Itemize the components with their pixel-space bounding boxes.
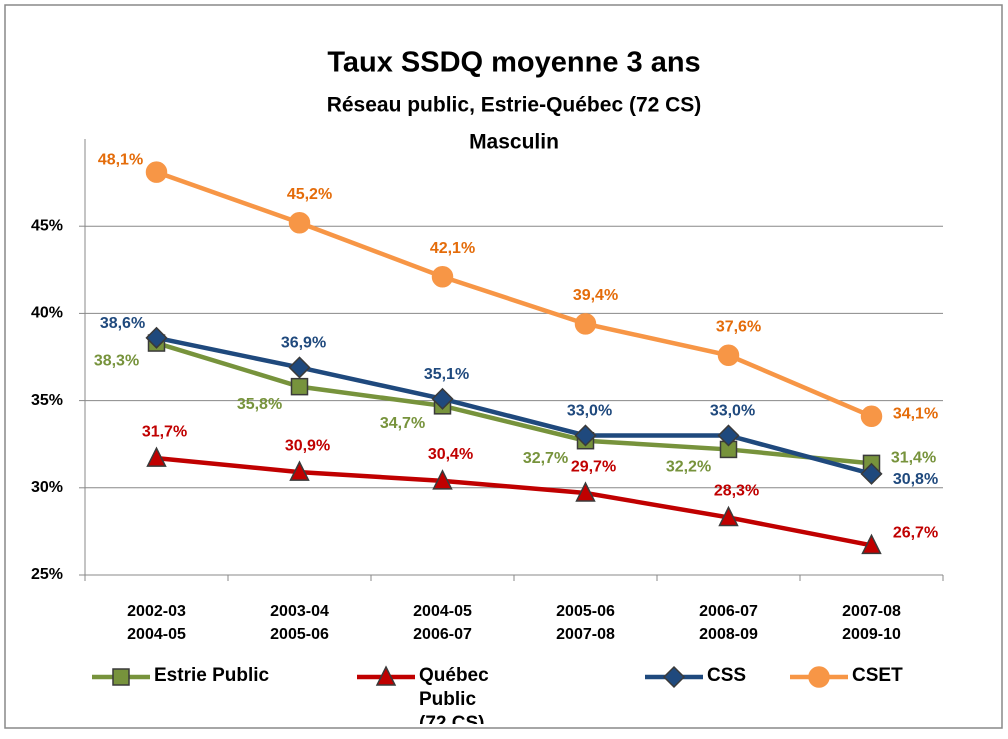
data-label: 31,7% [142, 423, 187, 440]
x-tick-label: 2005-06 [556, 603, 615, 620]
x-tick-label: 2006-07 [699, 603, 758, 620]
legend-item: Estrie Public [154, 665, 270, 686]
y-tick-label: 30% [31, 479, 63, 496]
legend-item: Québec Public (72 CS) [419, 665, 489, 724]
legend-label: Estrie Public [154, 665, 270, 686]
data-label: 35,1% [424, 366, 469, 383]
y-tick-label: 40% [31, 305, 63, 322]
x-tick-label: 2008-09 [699, 626, 758, 643]
legend-label: CSET [852, 665, 903, 686]
marker [145, 326, 168, 349]
marker [718, 505, 739, 527]
x-tick-label: 2009-10 [842, 626, 901, 643]
x-tick-label: 2004-05 [413, 603, 472, 620]
data-label: 26,7% [893, 525, 938, 542]
marker [431, 266, 454, 288]
data-label: 30,9% [285, 437, 330, 454]
chart-frame [4, 4, 1003, 729]
legend-label: CSS [707, 665, 747, 686]
series-line [155, 170, 873, 419]
x-tick-label: 2006-07 [413, 626, 472, 643]
x-tick-label: 2002-03 [127, 603, 186, 620]
marker [717, 424, 740, 447]
data-label: 34,1% [893, 406, 938, 423]
legend-item: CSET [852, 665, 903, 686]
data-label: 48,1% [98, 151, 143, 168]
marker [860, 462, 883, 485]
marker [574, 313, 597, 335]
x-tick-label: 2007-08 [842, 603, 901, 620]
marker [662, 665, 686, 689]
marker [145, 161, 168, 183]
marker [575, 481, 596, 502]
data-label: 38,3% [94, 352, 139, 369]
data-label: 33,0% [710, 403, 755, 420]
data-label: 28,3% [714, 483, 759, 500]
data-label: 31,4% [891, 450, 936, 467]
series-line [156, 335, 873, 477]
marker [574, 424, 597, 447]
x-tick-label: 2003-04 [270, 603, 329, 620]
y-tick-label: 35% [31, 392, 63, 409]
data-label: 36,9% [281, 335, 326, 352]
marker [860, 405, 883, 428]
data-label: 34,7% [380, 415, 425, 432]
data-label: 37,6% [716, 318, 761, 335]
x-tick-label: 2004-05 [127, 626, 186, 643]
data-label: 42,1% [430, 240, 475, 257]
data-label: 45,2% [287, 186, 332, 203]
chart-subtitle: Masculin [469, 131, 559, 154]
data-label: 29,7% [571, 458, 616, 475]
marker [375, 665, 397, 686]
marker [432, 469, 453, 490]
series-line [156, 455, 872, 548]
data-label: 39,4% [573, 287, 618, 304]
y-tick-label: 25% [31, 566, 63, 583]
data-label: 32,7% [523, 450, 568, 467]
marker [146, 446, 167, 467]
marker [808, 666, 830, 688]
chart-subtitle: Réseau public, Estrie-Québec (72 CS) [327, 94, 702, 117]
data-label: 30,8% [893, 471, 938, 488]
x-tick-label: 2005-06 [270, 626, 329, 643]
legend-label: Québec Public (72 CS) [419, 665, 489, 724]
chart-title: Taux SSDQ moyenne 3 ans [327, 47, 700, 79]
marker [288, 356, 311, 379]
marker [861, 533, 882, 555]
marker [717, 344, 740, 367]
marker [290, 377, 309, 396]
data-label: 30,4% [428, 446, 473, 463]
marker [431, 387, 454, 410]
marker [289, 460, 310, 481]
marker [112, 668, 130, 686]
legend-item: CSS [707, 665, 747, 686]
series-line [155, 340, 872, 466]
data-label: 32,2% [666, 459, 711, 476]
data-label: 33,0% [567, 403, 612, 420]
marker [288, 211, 311, 234]
data-label: 38,6% [100, 315, 145, 332]
data-label: 35,8% [237, 396, 282, 413]
x-tick-label: 2007-08 [556, 626, 615, 643]
y-tick-label: 45% [31, 217, 63, 234]
